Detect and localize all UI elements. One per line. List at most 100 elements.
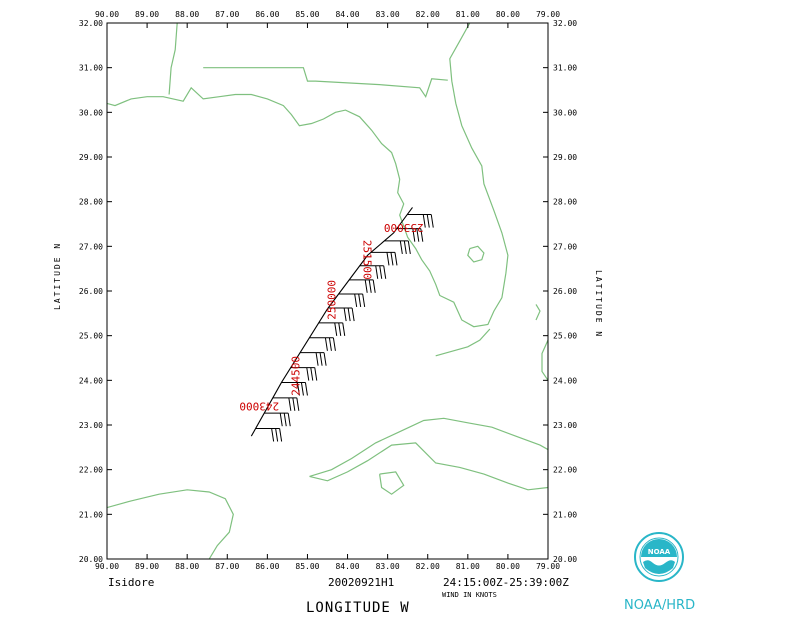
wind-barb-feather [354,293,358,308]
lon-tick-label-top: 81.00 [456,10,480,19]
lat-tick-label-left: 22.00 [79,466,103,475]
logo-text: NOAA [648,548,671,556]
wind-barb-feather [358,293,362,308]
lat-tick-label-left: 32.00 [79,19,103,28]
lon-tick-label-top: 90.00 [95,10,119,19]
lon-tick-label-bottom: 79.00 [536,562,560,571]
storm-name: Isidore [108,576,155,589]
wind-barb-feather [351,307,355,322]
lat-tick-label-right: 24.00 [553,376,577,385]
lon-tick-label-top: 84.00 [335,10,359,19]
lon-tick-label-bottom: 89.00 [135,562,159,571]
lon-tick-label-bottom: 87.00 [215,562,239,571]
lake-okeechobee-coastline [467,245,485,263]
wind-barb-feather [319,352,323,366]
lat-tick-label-right: 20.00 [553,555,577,564]
wind-barb-feather [383,265,387,279]
wind-barb-feather [332,337,336,351]
lat-tick-label-right: 21.00 [553,510,577,519]
wind-barb-feather [275,428,279,442]
wind-barb-feather [420,228,424,242]
coastline-layer [107,23,548,559]
wind-barb-feather [403,240,407,255]
wind-barb-feather [279,413,283,427]
wind-barb-feather [399,240,403,255]
lat-tick-label-left: 24.00 [79,376,103,385]
wind-barb-feather [271,428,275,442]
yucatan-coastline [107,489,234,559]
lat-tick-label-left: 30.00 [79,108,103,117]
lat-tick-label-left: 25.00 [79,332,103,341]
florida-state-line-coastline [203,67,448,99]
lon-tick-label-bottom: 88.00 [175,562,199,571]
wind-barb-feather [416,228,420,242]
wind-barb-feather [342,322,346,336]
lat-tick-label-right: 32.00 [553,19,577,28]
lon-tick-label-top: 88.00 [175,10,199,19]
lon-tick-label-bottom: 90.00 [95,562,119,571]
track-time-label: 250000 [326,280,339,320]
track-time-label: 251500 [361,240,374,280]
florida-keys-coastline [435,328,491,357]
lon-tick-label-top: 89.00 [135,10,159,19]
wind-barb-feather [386,252,390,266]
y-axis-label-right: LATITUDE N [594,270,603,338]
wind-barb-feather [390,252,394,266]
lat-tick-label-right: 30.00 [553,108,577,117]
lon-tick-label-top: 85.00 [295,10,319,19]
lat-tick-label-left: 21.00 [79,510,103,519]
gulf-coast-north-coastline [107,23,509,328]
flight-track-layer: 243000 244500 250000 251500 253000 [239,207,434,442]
lon-tick-label-bottom: 81.00 [456,562,480,571]
wind-barb-feather [304,382,308,396]
wind-barb-feather [407,240,411,255]
wind-barb-feather [347,307,351,322]
lon-tick-label-top: 80.00 [496,10,520,19]
lat-tick-label-left: 29.00 [79,153,103,162]
wind-barb-feather [300,382,304,396]
wind-barb-feather [288,397,292,411]
bahamas-andros-coastline [541,339,548,381]
wind-barb-feather [315,352,319,366]
lon-tick-label-top: 87.00 [215,10,239,19]
wind-barb-feather [334,322,338,336]
lat-tick-label-right: 23.00 [553,421,577,430]
lat-tick-label-left: 28.00 [79,198,103,207]
wind-barb-feather [324,337,328,351]
wind-barb-feather [323,352,327,366]
flight-id: 20020921H1 [328,576,395,589]
agency-label: NOAA/HRD [624,598,696,613]
lon-tick-label-top: 82.00 [416,10,440,19]
wind-barb-feather [430,214,434,228]
lat-tick-label-right: 25.00 [553,332,577,341]
flight-track-line [250,207,413,437]
wind-barb-feather [379,265,383,279]
wind-barb-feather [362,293,366,308]
lat-tick-label-left: 23.00 [79,421,103,430]
wind-barb-feather [306,367,310,381]
lon-tick-label-top: 86.00 [255,10,279,19]
wind-barb-feather [343,307,347,322]
lat-tick-label-right: 28.00 [553,198,577,207]
wind-units-note: WIND IN KNOTS [442,591,497,599]
bahamas-bank-coastline [535,304,541,321]
lon-tick-label-top: 83.00 [376,10,400,19]
wind-barb-feather [287,413,291,427]
wind-barb-feather [368,279,372,293]
wind-barb-feather [364,279,368,293]
wind-barb-feather [279,428,283,442]
lat-tick-label-left: 20.00 [79,555,103,564]
isla-juventud-coastline [379,471,405,495]
lat-tick-label-right: 31.00 [553,64,577,73]
cuba-coastline [309,417,548,491]
lon-tick-label-bottom: 80.00 [496,562,520,571]
lon-tick-label-bottom: 82.00 [416,562,440,571]
wind-barb-feather [338,322,342,336]
track-time-label: 243000 [239,400,279,413]
wind-barb-feather [426,214,430,228]
alabama-line-coastline [168,23,178,95]
noaa-logo: NOAA [634,532,684,582]
wind-barb-feather [296,382,300,396]
track-time-label: 253000 [384,221,424,234]
